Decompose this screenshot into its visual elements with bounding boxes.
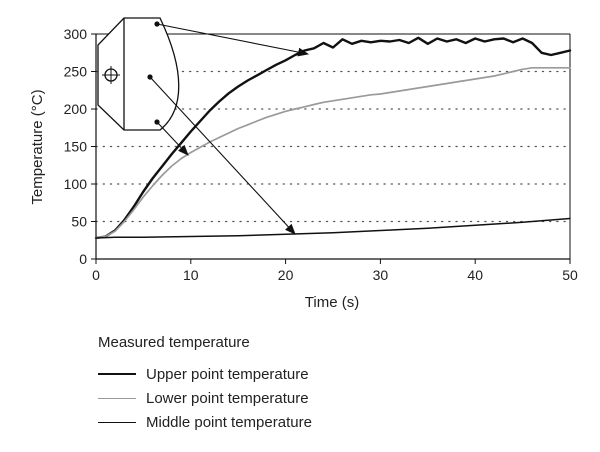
- legend-title: Measured temperature: [98, 334, 250, 351]
- x-tick-label-10: 10: [183, 267, 199, 283]
- x-tick-label-50: 50: [562, 267, 578, 283]
- legend-label-lower: Lower point temperature: [146, 389, 309, 407]
- legend-item-middle: Middle point temperature: [98, 410, 518, 434]
- legend-label-middle: Middle point temperature: [146, 413, 312, 431]
- specimen-diagram: [97, 17, 180, 131]
- middle-point-arrow: [149, 76, 296, 235]
- legend-swatch-middle: [98, 421, 136, 423]
- x-axis-label: Time (s): [305, 294, 359, 311]
- series-layer: [94, 36, 572, 240]
- lower-point-arrow: [156, 121, 189, 156]
- axis-layer: 0 50 100 150 200 250 300 0 10 20 30 40 50: [64, 26, 578, 283]
- y-tick-label-300: 300: [64, 26, 88, 42]
- x-tick-label-40: 40: [467, 267, 483, 283]
- upper-point-temperature-line: [94, 36, 572, 240]
- y-tick-label-100: 100: [64, 176, 88, 192]
- x-tick-label-0: 0: [92, 267, 100, 283]
- y-tick-label-150: 150: [64, 139, 88, 155]
- x-tick-label-30: 30: [373, 267, 389, 283]
- legend-item-upper: Upper point temperature: [98, 362, 518, 386]
- y-tick-label-0: 0: [79, 251, 87, 267]
- legend-item-lower: Lower point temperature: [98, 386, 518, 410]
- callout-arrows: [149, 23, 310, 235]
- specimen-outline: [97, 17, 180, 131]
- y-axis-label: Temperature (°C): [29, 89, 46, 204]
- lower-point-temperature-line: [95, 66, 571, 239]
- y-tick-label-50: 50: [71, 214, 87, 230]
- legend-swatch-lower: [98, 397, 136, 399]
- legend-swatch-upper: [98, 373, 136, 375]
- y-tick-label-250: 250: [64, 64, 88, 80]
- x-tick-label-20: 20: [278, 267, 294, 283]
- legend: Measured temperature Upper point tempera…: [98, 334, 518, 434]
- upper-point-arrow: [156, 23, 310, 57]
- y-tick-label-200: 200: [64, 101, 88, 117]
- legend-label-upper: Upper point temperature: [146, 365, 309, 383]
- middle-point-temperature-line: [95, 217, 571, 239]
